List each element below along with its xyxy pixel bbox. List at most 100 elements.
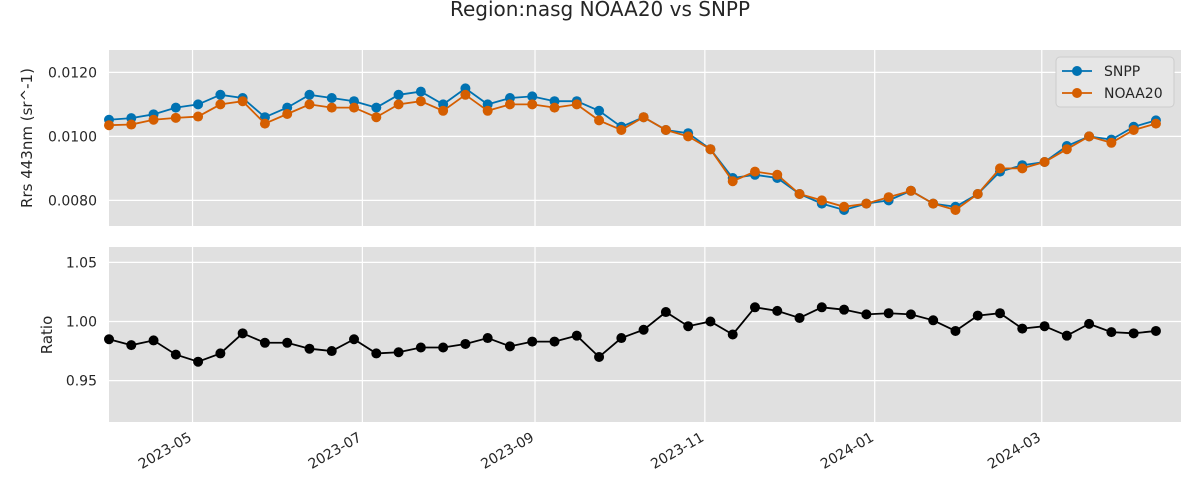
point-noaa20-18 [504, 99, 515, 110]
ratio-point-41 [1017, 323, 1028, 334]
point-noaa20-41 [1017, 163, 1028, 174]
x-tick-label-2: 2023-09 [478, 430, 537, 473]
point-noaa20-35 [883, 192, 894, 203]
point-noaa20-44 [1084, 131, 1095, 142]
top-y-tick-label-1: 0.0100 [48, 129, 97, 145]
ratio-point-28 [727, 329, 738, 340]
point-snpp-22 [594, 105, 605, 116]
point-noaa20-8 [282, 109, 293, 119]
x-tick-label-1: 2023-07 [306, 430, 365, 473]
x-tick-label-5: 2024-03 [985, 430, 1044, 473]
ratio-point-5 [215, 348, 226, 359]
point-noaa20-24 [638, 112, 649, 123]
ratio-point-8 [282, 337, 293, 348]
point-noaa20-6 [237, 96, 248, 107]
point-noaa20-10 [326, 102, 337, 113]
point-noaa20-7 [259, 118, 270, 129]
point-noaa20-32 [816, 195, 827, 206]
ratio-point-15 [438, 342, 449, 353]
ratio-point-33 [839, 304, 850, 315]
point-snpp-12 [371, 102, 382, 113]
ratio-point-1 [126, 340, 137, 351]
point-snpp-10 [326, 93, 337, 103]
point-noaa20-14 [415, 96, 426, 107]
point-snpp-13 [393, 89, 404, 100]
ratio-point-35 [883, 308, 894, 319]
ratio-point-13 [393, 347, 404, 358]
point-noaa20-3 [170, 112, 181, 123]
chart-title: Region:nasg NOAA20 vs SNPP [450, 0, 750, 21]
series-noaa20 [104, 89, 1161, 215]
ratio-point-20 [549, 336, 560, 347]
bottom-y-tick-label-1: 1.00 [66, 314, 97, 330]
legend-marker-noaa20 [1072, 88, 1082, 98]
ratio-point-6 [237, 328, 248, 339]
point-noaa20-20 [549, 102, 560, 113]
ratio-point-29 [749, 302, 760, 313]
ratio-point-44 [1084, 318, 1095, 329]
legend: SNPP NOAA20 [1055, 56, 1175, 108]
point-noaa20-28 [727, 176, 738, 187]
ratio-point-4 [193, 356, 204, 367]
x-ticks: 2023-05 2023-07 2023-09 2023-11 2024-01 2024-… [136, 430, 1044, 473]
point-noaa20-21 [571, 99, 582, 110]
ratio-point-24 [638, 324, 649, 335]
top-plot-area [109, 50, 1181, 226]
ratio-point-26 [683, 321, 694, 332]
bottom-y-axis-label: Ratio [38, 316, 56, 355]
ratio-point-25 [660, 307, 671, 318]
ratio-point-3 [170, 349, 181, 360]
point-noaa20-1 [126, 119, 137, 130]
point-noaa20-38 [950, 205, 961, 215]
legend-marker-snpp [1072, 66, 1082, 76]
top-y-axis-label: Rrs 443nm (sr^-1) [18, 68, 36, 208]
ratio-point-30 [772, 305, 783, 316]
ratio-point-12 [371, 348, 382, 359]
top-y-ticks: 0.0080 0.0100 0.0120 [48, 65, 97, 209]
ratio-point-32 [816, 302, 827, 313]
ratio-point-42 [1039, 321, 1050, 332]
ratio-point-10 [326, 346, 337, 357]
ratio-point-47 [1150, 325, 1161, 336]
ratio-point-16 [460, 338, 471, 349]
ratio-point-21 [571, 330, 582, 341]
point-snpp-19 [527, 91, 538, 102]
ratio-point-46 [1128, 328, 1139, 339]
ratio-point-14 [415, 342, 426, 353]
ratio-point-7 [259, 337, 270, 348]
point-noaa20-29 [749, 166, 760, 177]
point-noaa20-2 [148, 114, 159, 125]
point-noaa20-19 [527, 99, 538, 110]
point-snpp-14 [415, 86, 426, 97]
ratio-point-2 [148, 335, 159, 346]
ratio-point-38 [950, 325, 961, 336]
point-noaa20-36 [905, 185, 916, 196]
point-snpp-9 [304, 89, 315, 100]
legend-label-snpp: SNPP [1104, 64, 1140, 80]
point-noaa20-11 [349, 102, 360, 113]
point-noaa20-9 [304, 99, 315, 110]
x-tick-label-3: 2023-11 [648, 430, 707, 473]
point-noaa20-30 [772, 169, 783, 180]
point-noaa20-46 [1128, 125, 1139, 135]
point-noaa20-33 [839, 201, 850, 212]
point-noaa20-4 [193, 111, 204, 122]
ratio-point-39 [972, 310, 983, 321]
point-noaa20-42 [1039, 157, 1050, 167]
ratio-point-34 [861, 309, 872, 320]
point-noaa20-0 [104, 120, 114, 131]
point-snpp-4 [193, 99, 204, 110]
point-noaa20-45 [1106, 137, 1117, 148]
top-y-tick-label-0: 0.0080 [48, 193, 97, 209]
ratio-point-40 [995, 308, 1006, 319]
top-series [104, 83, 1161, 215]
ratio-point-23 [616, 333, 627, 344]
point-noaa20-15 [438, 105, 449, 116]
ratio-point-18 [504, 341, 515, 352]
point-noaa20-13 [393, 99, 404, 110]
point-noaa20-22 [594, 115, 605, 126]
ratio-point-17 [482, 333, 493, 344]
point-snpp-3 [170, 102, 181, 113]
ratio-point-37 [928, 315, 939, 326]
point-noaa20-37 [928, 198, 939, 209]
